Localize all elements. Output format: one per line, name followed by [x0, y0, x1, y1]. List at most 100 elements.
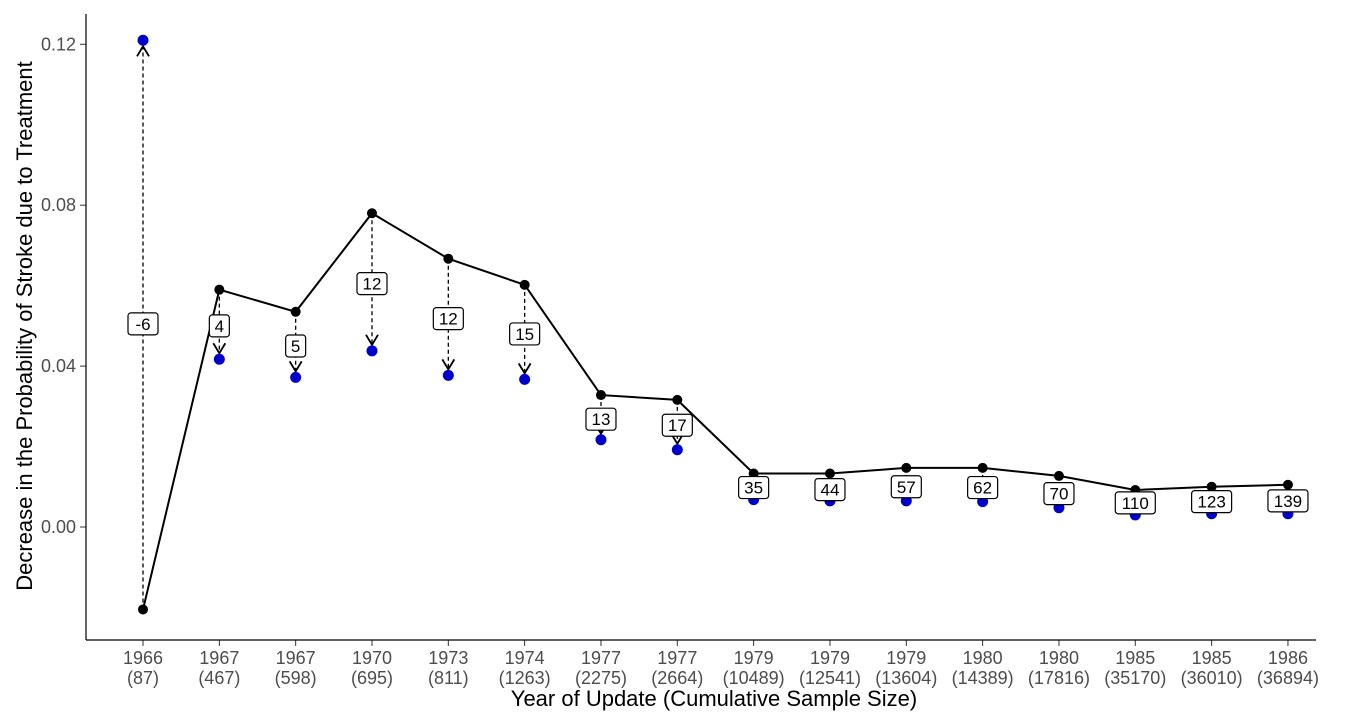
black-point [824, 468, 835, 479]
black-point [1206, 481, 1217, 492]
blue-point [290, 371, 302, 383]
x-tick-year: 1986 [1268, 648, 1308, 668]
y-tick-label: 0.12 [41, 34, 76, 54]
x-tick-year: 1974 [505, 648, 545, 668]
black-point [901, 462, 912, 473]
label-box [661, 413, 693, 437]
x-tick-year: 1980 [1039, 648, 1079, 668]
x-tick-year: 1967 [276, 648, 316, 668]
black-point [138, 604, 148, 615]
label-text: 13 [592, 410, 611, 429]
x-tick-sample-size: (14389) [952, 668, 1014, 688]
label-text: 4 [215, 317, 224, 336]
label-box [432, 307, 464, 331]
x-tick-sample-size: (695) [351, 668, 393, 688]
x-tick-sample-size: (811) [428, 668, 469, 688]
blue-point [137, 34, 149, 46]
x-tick-year: 1970 [352, 648, 392, 668]
label-box [1043, 482, 1075, 506]
label-text: 62 [973, 479, 992, 498]
black-point [672, 394, 683, 405]
black-point [595, 390, 606, 401]
x-tick-sample-size: (598) [275, 668, 317, 688]
x-tick-sample-size: (36010) [1181, 668, 1243, 688]
arrows [136, 44, 1295, 610]
label-box [1267, 489, 1309, 513]
x-tick-year: 1977 [657, 648, 697, 668]
x-tick-sample-size: (36894) [1257, 668, 1319, 688]
series-line [142, 211, 1288, 610]
label-box [814, 477, 846, 502]
label-text: 5 [291, 337, 300, 356]
black-point [977, 462, 988, 473]
black-point [366, 208, 377, 219]
arrow-head [288, 360, 303, 374]
label-box [509, 322, 541, 346]
label-box [127, 312, 159, 336]
x-tick-sample-size: (13604) [875, 668, 937, 688]
x-tick-year: 1966 [123, 648, 163, 668]
blue-point [442, 369, 454, 381]
label-box [208, 314, 230, 338]
arrow-head [517, 362, 532, 376]
x-tick-sample-size: (35170) [1104, 668, 1166, 688]
label-text: 35 [744, 479, 763, 498]
blue-point [519, 373, 531, 385]
y-axis-ticks: 0.00 0.04 0.08 0.12 [41, 34, 86, 537]
x-axis-ticks: 1966(87)1967(467)1967(598)1970(695)1973(… [123, 640, 1319, 688]
x-tick-year: 1977 [581, 648, 621, 668]
x-axis-title: Year of Update (Cumulative Sample Size) [511, 686, 917, 711]
label-text: 12 [363, 275, 382, 294]
label-text: 139 [1274, 492, 1302, 511]
y-axis-title: Decrease in the Probability of Stroke du… [12, 61, 37, 591]
x-tick-sample-size: (12541) [799, 668, 861, 688]
label-text: 12 [439, 310, 458, 329]
x-tick-year: 1973 [428, 648, 468, 668]
black-point [443, 253, 454, 264]
black-point [1282, 479, 1293, 490]
label-text: 44 [821, 481, 840, 500]
black-point [519, 279, 530, 290]
arrow-labels: -6 4 5 12 12 15 13 17 35 44 57 62 70 110 123 139 [127, 272, 1309, 515]
x-tick-year: 1985 [1192, 648, 1232, 668]
arrow-head [136, 44, 150, 57]
x-tick-sample-size: (10489) [723, 668, 785, 688]
arrow-head [212, 342, 227, 356]
x-tick-year: 1979 [810, 648, 850, 668]
series-line-group [142, 211, 1288, 610]
black-point [214, 284, 225, 295]
label-box [738, 475, 770, 500]
label-box [967, 475, 999, 500]
label-text: 15 [515, 325, 534, 344]
y-tick-label: 0.08 [41, 195, 76, 215]
y-tick-label: 0.04 [41, 356, 76, 376]
black-point [1053, 470, 1064, 481]
x-tick-year: 1979 [734, 648, 774, 668]
x-tick-sample-size: (17816) [1028, 668, 1090, 688]
label-text: 110 [1122, 494, 1149, 513]
blue-point [595, 434, 607, 446]
arrow-head [670, 433, 685, 446]
label-text: -6 [135, 315, 150, 334]
label-text: 70 [1049, 485, 1068, 504]
x-tick-year: 1980 [963, 648, 1003, 668]
x-tick-year: 1979 [886, 648, 926, 668]
label-text: 57 [897, 478, 916, 497]
x-tick-sample-size: (467) [198, 668, 240, 688]
x-tick-sample-size: (2275) [575, 668, 627, 688]
black-point [290, 306, 301, 317]
points [137, 34, 1294, 615]
x-tick-year: 1967 [199, 648, 239, 668]
label-text: 123 [1197, 493, 1225, 512]
label-box [1191, 490, 1233, 514]
x-tick-sample-size: (2664) [651, 668, 703, 688]
y-tick-label: 0.00 [41, 517, 76, 537]
x-tick-sample-size: (1263) [499, 668, 551, 688]
arrow-head [365, 334, 379, 347]
blue-point [366, 345, 378, 357]
label-box [585, 407, 617, 431]
blue-point [671, 444, 683, 456]
label-box [890, 475, 922, 499]
x-tick-year: 1985 [1115, 648, 1155, 668]
